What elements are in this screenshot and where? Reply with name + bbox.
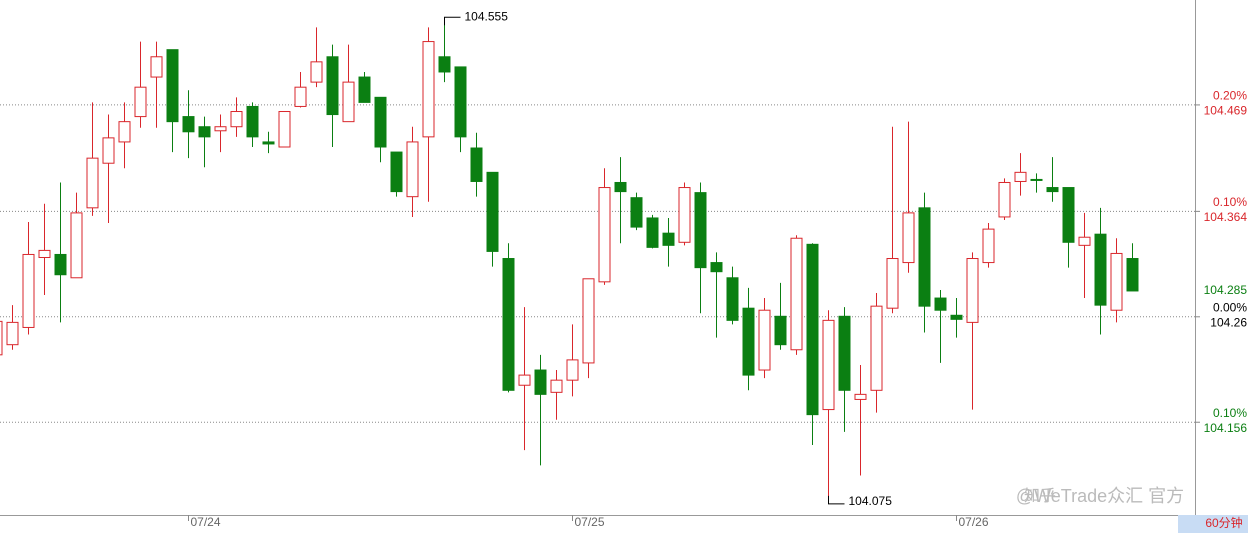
candle-body [406, 141, 419, 198]
y-tick-label: 104.469 [1204, 104, 1248, 118]
candle-body [822, 319, 835, 411]
candle-body [838, 315, 851, 391]
pct-tick-label: 0.10% [1213, 195, 1247, 209]
candle-body [742, 307, 755, 376]
pct-tick-label: 0.10% [1213, 406, 1247, 420]
candle-body [454, 66, 467, 138]
last-price-label: 104.285 [1204, 283, 1248, 297]
candle-body [502, 258, 515, 391]
candle-body [118, 121, 131, 143]
candle-body [614, 181, 627, 193]
high-annotation: 104.555 [465, 9, 509, 23]
watermark-site: 知乎 [1024, 487, 1056, 505]
candle-body [86, 157, 99, 209]
annotation-line [444, 16, 461, 26]
candle-body [790, 237, 803, 351]
candle-body [166, 49, 179, 123]
y-tick-label: 104.156 [1204, 421, 1248, 435]
candle-body [182, 116, 195, 133]
candle-body [0, 320, 3, 356]
candle-body [6, 321, 19, 346]
candle-body [326, 56, 339, 116]
candle-body [278, 111, 291, 148]
candle-body [998, 181, 1011, 218]
candle-body [22, 253, 35, 328]
y-tick-label: 104.364 [1204, 210, 1248, 224]
candle-body [1126, 258, 1139, 292]
candle-body [870, 305, 883, 391]
candle-body [102, 137, 115, 164]
x-tick-label: 07/24 [191, 515, 221, 529]
candle-body [1062, 187, 1075, 243]
candle-body [358, 76, 371, 103]
candle-body [1014, 171, 1027, 182]
candle-body [342, 81, 355, 123]
candle-body [902, 212, 915, 264]
candle-body [134, 86, 147, 118]
candle-body [374, 96, 387, 148]
candle-body [70, 212, 83, 279]
candle-body [422, 41, 435, 138]
candle-body [1078, 236, 1091, 246]
candle-body [1110, 252, 1123, 311]
candle-body [726, 277, 739, 321]
pct-tick-label: 0.00% [1213, 300, 1247, 314]
candle-body [918, 207, 931, 307]
candle-body [854, 393, 867, 400]
candle-body [214, 126, 227, 132]
candle-body [630, 197, 643, 228]
candle-body [1094, 233, 1107, 306]
candle-body [758, 309, 771, 371]
annotation-line [828, 495, 845, 505]
candle-body [1030, 178, 1043, 181]
candle-body [470, 147, 483, 182]
candle-body [230, 111, 243, 128]
low-annotation: 104.075 [849, 494, 893, 508]
candle-body [662, 232, 675, 246]
candle-body [390, 151, 403, 193]
candle-body [694, 192, 707, 269]
candle-body [54, 253, 67, 276]
watermark: @WeTrade众汇 官方 [1016, 486, 1184, 506]
candle-body [518, 374, 531, 386]
candle-body [566, 359, 579, 381]
candle-body [246, 105, 259, 138]
period-box [1178, 515, 1248, 533]
candle-body [598, 187, 611, 283]
pct-tick-label: 0.20% [1213, 89, 1247, 103]
candle-body [982, 228, 995, 264]
candle-body [582, 278, 595, 364]
candle-body [1046, 187, 1059, 193]
candle-body [678, 187, 691, 243]
x-tick-label: 07/25 [575, 515, 605, 529]
candle-body [950, 314, 963, 320]
candle-body [534, 369, 547, 395]
candle-body [150, 56, 163, 78]
candle-body [934, 297, 947, 311]
candle-body [966, 258, 979, 323]
candle-body [310, 61, 323, 83]
candle-body [198, 126, 211, 138]
x-tick-label: 07/26 [959, 515, 989, 529]
candle-body [438, 56, 451, 73]
candle-body [262, 141, 275, 145]
period-label: 60分钟 [1205, 515, 1242, 530]
candle-body [886, 258, 899, 309]
candle-body [710, 262, 723, 273]
candle-body [774, 315, 787, 346]
candle-body [486, 171, 499, 252]
y-tick-label: 104.26 [1210, 315, 1247, 329]
candle-body [38, 249, 51, 259]
candle-body [294, 86, 307, 107]
candle-body [646, 217, 659, 248]
candle-body [550, 379, 563, 393]
candle-body [806, 243, 819, 416]
